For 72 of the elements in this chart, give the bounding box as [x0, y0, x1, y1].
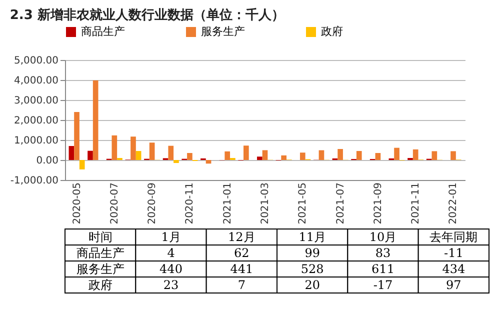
y-tick-label: 3,000.00 — [14, 96, 58, 106]
data-label: 23 — [163, 278, 179, 292]
y-axis-title: 时间 — [88, 230, 112, 244]
bar — [224, 151, 230, 160]
y-tick-label: 政府 — [88, 278, 112, 292]
x-tick-label: 2020-05 — [72, 182, 83, 224]
y-tick-label: 服务生产 — [76, 262, 124, 276]
x-tick-label: 2021-09 — [372, 182, 384, 224]
data-label: 7 — [238, 278, 246, 292]
x-tick-label: 2021-05 — [298, 182, 309, 224]
bar — [206, 160, 212, 164]
y-tick-label: 5,000.00 — [14, 56, 58, 66]
y-tick-label: 2,000.00 — [14, 116, 58, 126]
legend-label: 政府 — [321, 25, 343, 38]
data-label: 99 — [304, 246, 320, 260]
bar — [88, 150, 93, 160]
data-label: 528 — [300, 262, 324, 276]
y-tick-label: 1,000.00 — [14, 136, 58, 146]
bar — [174, 160, 179, 163]
data-label: 434 — [442, 262, 466, 276]
data-label: 83 — [375, 246, 391, 260]
data-label: 611 — [372, 262, 394, 276]
bar — [257, 156, 262, 160]
bar — [450, 151, 456, 160]
x-tick-label: 2020-09 — [147, 182, 158, 224]
bar — [338, 149, 343, 160]
x-tick-label: 11月 — [298, 230, 326, 244]
y-tick-label: 4,000.00 — [14, 76, 58, 86]
data-label: 97 — [446, 278, 462, 292]
bar — [74, 112, 80, 160]
bar — [412, 149, 418, 160]
x-tick-label: 2021-03 — [260, 182, 271, 224]
bar — [149, 142, 155, 160]
bar — [92, 80, 98, 160]
bar — [375, 153, 381, 160]
data-label: 440 — [160, 262, 182, 276]
legend-label: 服务生产 — [201, 25, 245, 38]
bar — [300, 152, 306, 160]
x-tick-label: 2020-07 — [109, 182, 120, 224]
x-tick-label: 2021-07 — [335, 182, 346, 224]
data-label: 4 — [167, 246, 176, 260]
bar — [79, 160, 85, 170]
bar — [130, 136, 136, 160]
chart-title: 2.3 新增非农就业人数行业数据（单位：千人） — [10, 7, 284, 23]
bar — [262, 150, 268, 160]
bar — [281, 155, 286, 160]
x-tick-label: 去年同期 — [430, 230, 478, 244]
data-label: -11 — [444, 246, 464, 260]
bar — [136, 151, 142, 160]
x-tick-label: 10月 — [369, 230, 397, 244]
data-label: 441 — [230, 262, 254, 276]
bar — [112, 135, 118, 160]
y-tick-label: -1,000.00 — [10, 176, 58, 186]
bar — [168, 146, 174, 160]
data-label: 62 — [234, 246, 250, 260]
y-tick-label: 0.00 — [36, 156, 58, 166]
bar — [394, 148, 400, 160]
x-tick-label: 2021-01 — [222, 182, 234, 224]
x-tick-label: 2021-11 — [410, 182, 422, 224]
bar — [187, 153, 192, 160]
x-tick-label: 2020-11 — [184, 182, 196, 224]
x-tick-label: 12月 — [228, 230, 256, 244]
bar — [356, 151, 362, 160]
bar — [244, 146, 249, 160]
data-label: -17 — [373, 278, 393, 292]
data-label: 20 — [304, 278, 320, 292]
bar — [318, 150, 324, 160]
bar — [432, 151, 438, 160]
x-tick-label: 2022-01 — [448, 182, 460, 224]
bar — [68, 146, 74, 160]
x-tick-label: 1月 — [161, 230, 181, 244]
y-tick-label: 商品生产 — [76, 246, 124, 260]
